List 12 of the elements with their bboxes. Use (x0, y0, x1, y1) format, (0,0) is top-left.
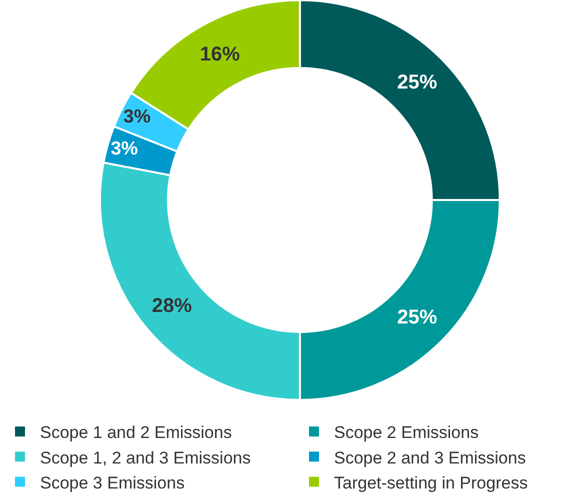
legend-label: Target-setting in Progress (334, 473, 528, 492)
legend-label: Scope 1 and 2 Emissions (40, 423, 232, 442)
legend-label: Scope 1, 2 and 3 Emissions (40, 448, 251, 468)
data-label: 16% (200, 44, 240, 66)
data-label: 28% (152, 294, 192, 317)
data-label: 25% (397, 72, 438, 94)
legend-label: Scope 2 Emissions (334, 423, 479, 442)
data-label: 3% (123, 106, 151, 127)
legend-label: Scope 3 Emissions (40, 473, 185, 492)
legend-label: Scope 2 and 3 Emissions (334, 448, 526, 468)
data-label: 25% (397, 306, 438, 328)
data-label: 3% (110, 138, 138, 159)
